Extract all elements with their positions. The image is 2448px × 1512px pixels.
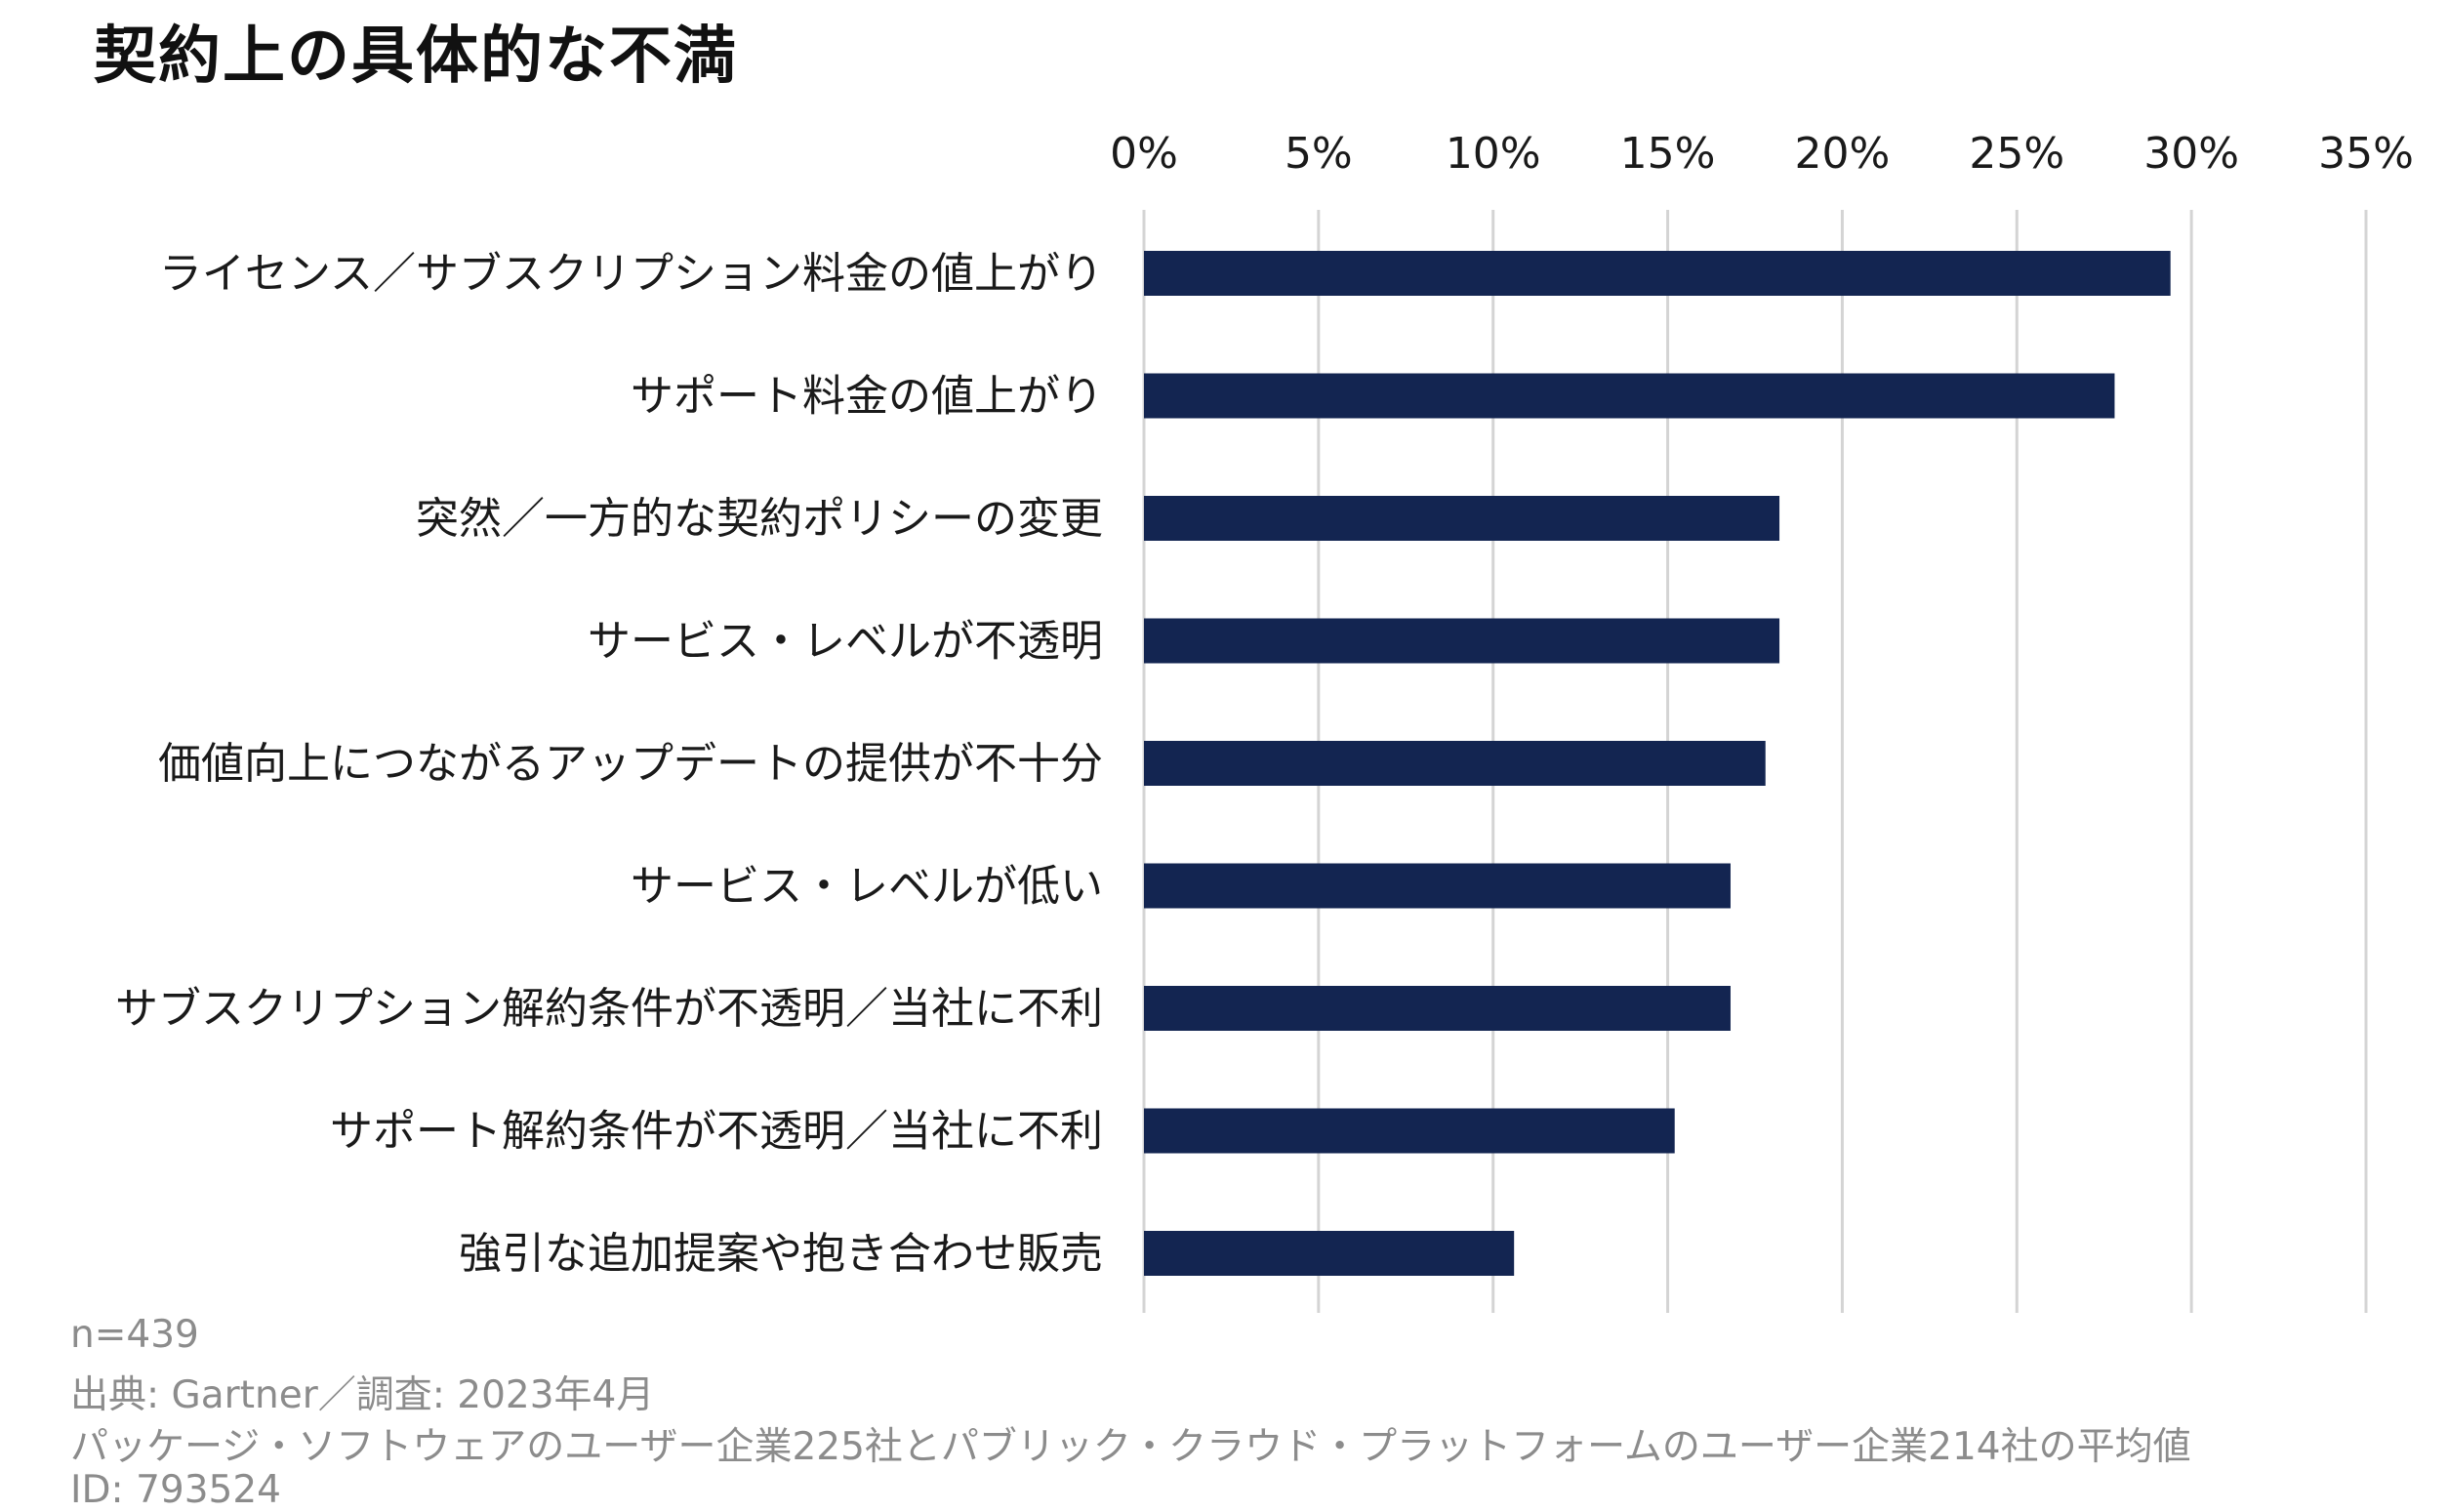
category-label: サブスクリプション解約条件が不透明／当社に不利: [115, 984, 1103, 1034]
bar: [1144, 496, 1780, 541]
x-tick-label: 20%: [1795, 129, 1891, 179]
bar: [1144, 1231, 1515, 1276]
bar: [1144, 373, 2115, 419]
category-label: 突然／一方的な契約ポリシーの変更: [416, 494, 1103, 544]
category-label: 強引な追加提案や抱き合わせ販売: [459, 1229, 1103, 1279]
category-label: 価値向上につながるアップデートの提供が不十分: [158, 739, 1103, 789]
x-tick-label: 35%: [2318, 129, 2414, 179]
category-label: サービス・レベルが低い: [631, 862, 1103, 912]
chart-title: 契約上の具体的な不満: [94, 20, 738, 93]
x-tick-label: 5%: [1285, 129, 1353, 179]
category-label: ライセンス／サブスクリプション料金の値上がり: [159, 249, 1103, 299]
x-tick-label: 30%: [2143, 129, 2239, 179]
x-tick-label: 10%: [1446, 129, 1541, 179]
bar: [1144, 863, 1731, 909]
footnote-source: 出典: Gartner／調査: 2023年4月: [70, 1373, 655, 1417]
x-tick-label: 0%: [1110, 129, 1178, 179]
bar: [1144, 618, 1780, 664]
x-tick-label: 25%: [1969, 129, 2064, 179]
x-tick-label: 15%: [1620, 129, 1716, 179]
footnote-note: パッケージ・ソフトウェアのユーザー企業225社とパブリック・クラウド・プラットフ…: [70, 1425, 2191, 1469]
category-label: サービス・レベルが不透明: [588, 617, 1103, 667]
footnote-sample-size: n=439: [70, 1313, 199, 1357]
bar: [1144, 986, 1731, 1031]
bar: [1144, 741, 1766, 786]
category-label: サポート解約条件が不透明／当社に不利: [330, 1107, 1103, 1157]
bar: [1144, 1108, 1675, 1154]
category-label: サポート料金の値上がり: [631, 372, 1103, 422]
bar: [1144, 251, 2171, 296]
footnote-id: ID: 793524: [70, 1468, 281, 1512]
